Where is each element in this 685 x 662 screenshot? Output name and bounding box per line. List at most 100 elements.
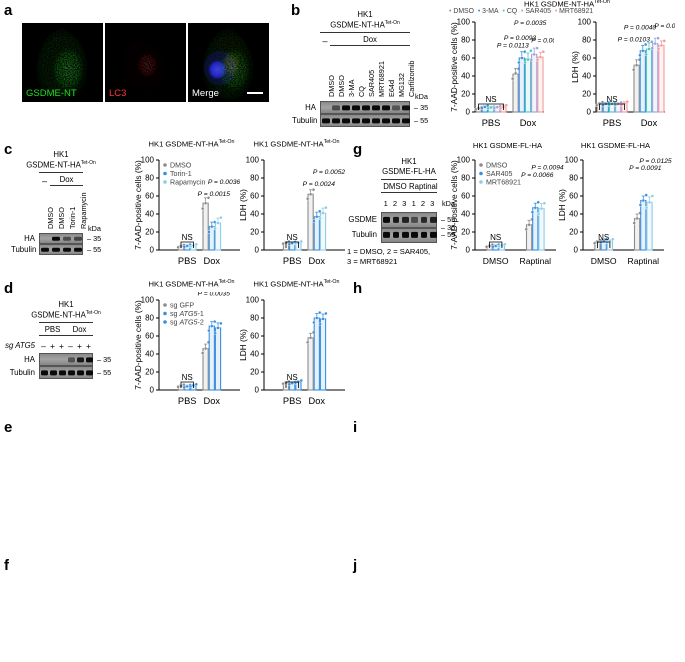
svg-text:0: 0 (255, 386, 260, 395)
svg-text:P = 0.0040: P = 0.0040 (624, 25, 657, 32)
svg-text:LDH (%): LDH (%) (238, 329, 248, 361)
svg-text:0: 0 (150, 386, 155, 395)
svg-text:Raptinal: Raptinal (628, 256, 660, 266)
svg-text:20: 20 (461, 228, 470, 237)
svg-text:NS: NS (182, 373, 193, 382)
svg-text:PBS: PBS (283, 256, 302, 266)
svg-text:40: 40 (461, 72, 470, 81)
svg-text:20: 20 (582, 90, 591, 99)
svg-text:DMSO: DMSO (591, 256, 617, 266)
svg-text:7-AAD-positive cells (%): 7-AAD-positive cells (%) (449, 22, 459, 112)
svg-text:NS: NS (485, 95, 496, 104)
svg-text:40: 40 (569, 210, 578, 219)
svg-text:Torin-1: Torin-1 (170, 170, 192, 178)
svg-text:P = 0.0091: P = 0.0091 (629, 165, 662, 172)
svg-text:P = 0.0035: P = 0.0035 (514, 20, 547, 27)
svg-text:100: 100 (141, 296, 155, 305)
svg-text:P = 0.0063: P = 0.0063 (531, 38, 554, 45)
svg-text:LDH (%): LDH (%) (557, 189, 567, 221)
svg-text:40: 40 (250, 350, 259, 359)
svg-text:40: 40 (145, 210, 154, 219)
svg-text:NS: NS (606, 95, 617, 104)
svg-text:80: 80 (461, 174, 470, 183)
svg-text:40: 40 (582, 72, 591, 81)
svg-text:DMSO: DMSO (486, 162, 508, 170)
svg-text:PBS: PBS (603, 118, 622, 128)
svg-text:20: 20 (145, 228, 154, 237)
svg-text:40: 40 (461, 210, 470, 219)
svg-text:80: 80 (461, 36, 470, 45)
svg-text:DMSO: DMSO (483, 256, 509, 266)
svg-text:sg GFP: sg GFP (170, 302, 194, 310)
svg-text:PBS: PBS (283, 396, 302, 406)
svg-text:Dox: Dox (204, 256, 221, 266)
svg-text:Dox: Dox (204, 396, 221, 406)
svg-text:7-AAD-positive cells (%): 7-AAD-positive cells (%) (133, 160, 143, 250)
svg-text:Rapamycin: Rapamycin (170, 179, 206, 187)
svg-text:60: 60 (250, 332, 259, 341)
svg-text:Dox: Dox (520, 118, 537, 128)
svg-text:100: 100 (565, 156, 579, 165)
svg-text:P = 0.0024: P = 0.0024 (654, 23, 675, 30)
svg-text:80: 80 (569, 174, 578, 183)
svg-text:7-AAD-positive cells (%): 7-AAD-positive cells (%) (133, 300, 143, 390)
svg-text:NS: NS (490, 233, 501, 242)
svg-text:60: 60 (145, 332, 154, 341)
svg-text:0: 0 (466, 246, 471, 255)
svg-text:100: 100 (578, 18, 592, 27)
svg-text:60: 60 (582, 54, 591, 63)
svg-text:LDH (%): LDH (%) (570, 51, 580, 83)
svg-text:80: 80 (250, 174, 259, 183)
svg-text:0: 0 (587, 108, 592, 117)
svg-text:DMSO: DMSO (170, 162, 192, 170)
svg-text:80: 80 (145, 314, 154, 323)
svg-text:100: 100 (141, 156, 155, 165)
svg-text:PBS: PBS (482, 118, 501, 128)
svg-text:SAR405: SAR405 (486, 170, 512, 178)
svg-text:7-AAD-positive cells (%): 7-AAD-positive cells (%) (449, 160, 459, 250)
svg-text:40: 40 (145, 350, 154, 359)
svg-text:LDH (%): LDH (%) (238, 189, 248, 221)
svg-text:100: 100 (246, 296, 260, 305)
svg-text:60: 60 (461, 54, 470, 63)
svg-text:P = 0.0035: P = 0.0035 (198, 292, 231, 298)
svg-text:P = 0.0113: P = 0.0113 (497, 43, 529, 50)
svg-text:PBS: PBS (178, 396, 197, 406)
svg-text:60: 60 (250, 192, 259, 201)
svg-text:P = 0.0015: P = 0.0015 (198, 191, 231, 198)
svg-text:P = 0.0066: P = 0.0066 (521, 172, 554, 179)
svg-text:NS: NS (598, 233, 609, 242)
svg-text:Dox: Dox (641, 118, 658, 128)
svg-text:80: 80 (250, 314, 259, 323)
svg-text:PBS: PBS (178, 256, 197, 266)
svg-text:60: 60 (145, 192, 154, 201)
svg-text:20: 20 (250, 228, 259, 237)
svg-text:100: 100 (246, 156, 260, 165)
svg-text:NS: NS (287, 233, 298, 242)
svg-text:0: 0 (574, 246, 579, 255)
svg-text:60: 60 (461, 192, 470, 201)
svg-text:20: 20 (145, 368, 154, 377)
svg-text:Dox: Dox (309, 396, 326, 406)
svg-text:80: 80 (582, 36, 591, 45)
svg-text:60: 60 (569, 192, 578, 201)
svg-text:NS: NS (287, 373, 298, 382)
svg-text:0: 0 (150, 246, 155, 255)
svg-text:P = 0.0024: P = 0.0024 (303, 181, 336, 188)
svg-text:sg ATG5-1: sg ATG5-1 (170, 310, 204, 318)
svg-text:20: 20 (569, 228, 578, 237)
svg-text:P = 0.0125: P = 0.0125 (639, 158, 672, 165)
svg-text:sg ATG5-2: sg ATG5-2 (170, 319, 204, 327)
svg-text:100: 100 (457, 18, 471, 27)
svg-text:MRT68921: MRT68921 (486, 179, 521, 187)
svg-text:40: 40 (250, 210, 259, 219)
svg-text:80: 80 (145, 174, 154, 183)
svg-text:0: 0 (466, 108, 471, 117)
svg-text:100: 100 (457, 156, 471, 165)
svg-text:P = 0.0103: P = 0.0103 (618, 36, 651, 43)
svg-text:20: 20 (461, 90, 470, 99)
svg-text:0: 0 (255, 246, 260, 255)
svg-text:P = 0.0036: P = 0.0036 (208, 179, 241, 186)
svg-text:20: 20 (250, 368, 259, 377)
svg-text:Raptinal: Raptinal (520, 256, 552, 266)
